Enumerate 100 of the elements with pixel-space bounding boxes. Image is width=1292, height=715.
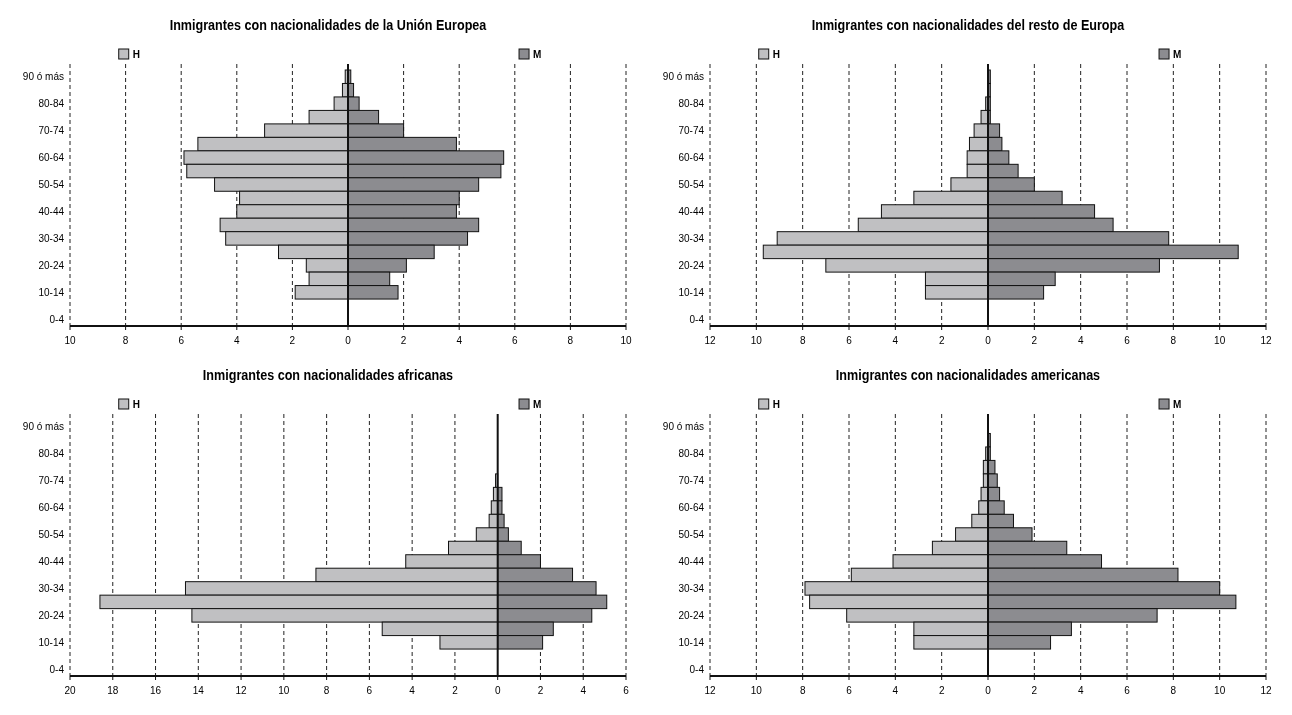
y-tick-label: 70-74 [38,475,65,487]
x-tick-label: 14 [192,685,205,696]
x-tick-label: 12 [1260,685,1272,696]
x-tick-label: 0 [345,335,352,346]
y-tick-label: 40-44 [678,205,705,217]
legend-label: M [1173,399,1182,410]
x-tick-label: 2 [938,685,945,696]
x-tick-label: 0 [494,685,501,696]
y-tick-label: 60-64 [678,152,705,164]
x-tick-label: 0 [985,335,992,346]
y-tick-label: 70-74 [678,125,705,137]
x-tick-label: 12 [1260,335,1272,346]
x-tick-label: 8 [122,335,129,346]
x-tick-label: 4 [456,335,463,346]
y-tick-label: 90 ó más [22,421,64,433]
y-tick-label: 80-84 [38,448,65,460]
y-tick-label: 80-84 [38,98,65,110]
y-tick-label: 30-34 [38,582,65,594]
x-tick-label: 6 [846,685,853,696]
x-tick-label: 0 [985,685,992,696]
y-tick-label: 70-74 [38,125,65,137]
y-tick-label: 80-84 [678,98,705,110]
y-tick-label: 10-14 [678,286,705,298]
x-tick-label: 4 [580,685,587,696]
x-tick-label: 10 [1214,335,1226,346]
legend-label: H [772,399,780,410]
x-tick-label: 2 [1031,335,1038,346]
x-tick-label: 10 [278,685,290,696]
y-tick-label: 50-54 [38,179,65,191]
x-tick-label: 8 [1170,685,1177,696]
x-tick-label: 10 [750,335,763,346]
y-tick-label: 20-24 [38,609,65,621]
legend-label: M [533,49,542,60]
x-tick-label: 4 [892,685,899,696]
y-tick-label: 0-4 [49,663,65,675]
y-tick-label: 50-54 [678,529,705,541]
x-tick-label: 12 [704,685,716,696]
x-tick-label: 6 [1124,335,1131,346]
y-tick-label: 10-14 [678,636,705,648]
x-tick-label: 2 [400,335,407,346]
x-tick-label: 6 [512,335,519,346]
y-tick-label: 20-24 [678,259,705,271]
y-tick-label: 0-4 [689,313,705,325]
y-tick-label: 60-64 [38,152,65,164]
y-tick-label: 0-4 [49,313,65,325]
x-tick-label: 20 [64,685,76,696]
x-tick-label: 16 [149,685,162,696]
x-tick-label: 8 [567,335,574,346]
y-tick-label: 0-4 [689,663,705,675]
x-tick-label: 8 [1170,335,1177,346]
legend-label: M [1173,49,1182,60]
chart-title: Inmigrantes con nacionalidades del resto de Europa [811,17,1125,34]
x-tick-label: 4 [409,685,416,696]
y-tick-label: 60-64 [678,502,705,514]
x-tick-label: 8 [799,685,806,696]
x-tick-label: 10 [64,335,76,346]
y-tick-label: 40-44 [678,555,705,567]
y-tick-label: 20-24 [678,609,705,621]
x-tick-label: 10 [1214,685,1226,696]
x-tick-label: 12 [235,685,248,696]
x-tick-label: 8 [799,335,806,346]
x-tick-label: 2 [452,685,459,696]
legend-label: H [132,49,140,60]
x-tick-label: 4 [1077,685,1084,696]
y-tick-label: 90 ó más [662,421,704,433]
legend-label: H [772,49,780,60]
x-tick-label: 8 [323,685,330,696]
y-tick-label: 10-14 [38,286,65,298]
y-tick-label: 60-64 [38,502,65,514]
chart-title: Inmigrantes con nacionalidades de la Unión Europea [169,17,487,34]
y-tick-label: 50-54 [678,179,705,191]
x-tick-label: 2 [1031,685,1038,696]
x-tick-label: 6 [623,685,630,696]
x-tick-label: 2 [938,335,945,346]
y-tick-label: 40-44 [38,205,65,217]
x-tick-label: 6 [846,335,853,346]
x-tick-label: 4 [892,335,899,346]
x-tick-label: 4 [234,335,241,346]
y-tick-label: 90 ó más [22,71,64,83]
x-tick-label: 10 [750,685,763,696]
y-tick-label: 80-84 [678,448,705,460]
y-tick-label: 20-24 [38,259,65,271]
x-tick-label: 2 [537,685,544,696]
y-tick-label: 50-54 [38,529,65,541]
chart-title: Inmigrantes con nacionalidades americanas [835,367,1101,384]
y-tick-label: 30-34 [38,232,65,244]
chart-title: Inmigrantes con nacionalidades africanas [202,367,454,384]
y-tick-label: 40-44 [38,555,65,567]
x-tick-label: 6 [178,335,185,346]
x-tick-label: 6 [366,685,373,696]
x-tick-label: 6 [1124,685,1131,696]
y-tick-label: 10-14 [38,636,65,648]
x-tick-label: 4 [1077,335,1084,346]
x-tick-label: 2 [289,335,296,346]
y-tick-label: 30-34 [678,582,705,594]
legend-label: H [132,399,140,410]
y-tick-label: 90 ó más [662,71,704,83]
legend-label: M [533,399,542,410]
y-tick-label: 30-34 [678,232,705,244]
x-tick-label: 12 [704,335,716,346]
